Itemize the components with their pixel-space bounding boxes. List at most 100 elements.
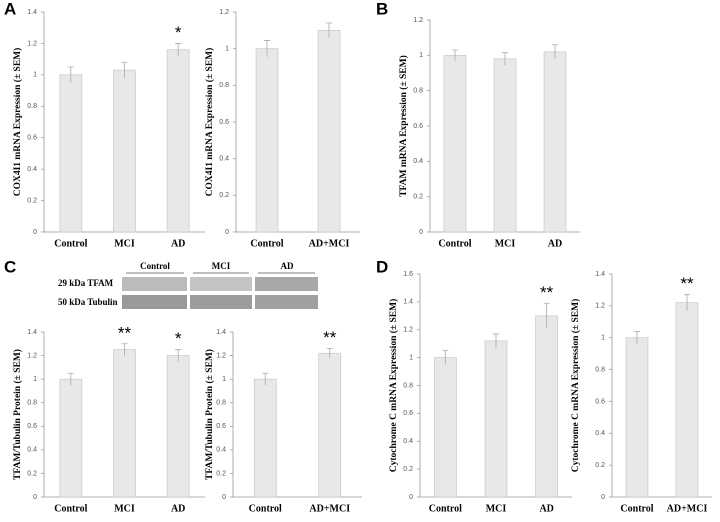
y-tick-label: 0.6: [413, 123, 423, 130]
y-tick-label: 0.2: [219, 192, 229, 199]
panel-letter: D: [376, 257, 388, 276]
bar: [255, 48, 279, 233]
significance-mark: **: [118, 323, 132, 342]
error-bar: [175, 349, 182, 362]
error-bar: [502, 52, 508, 66]
y-axis-label: TFAM/Tubulin Protein (± SEM): [12, 349, 23, 480]
blot-band: [122, 295, 187, 309]
x-tick-label: AD: [548, 238, 562, 249]
y-axis-label: Cytochrome C mRNA Expression (± SEM): [388, 299, 399, 472]
bar: [493, 58, 517, 233]
y-tick-label: 1.2: [27, 352, 37, 359]
x-tick-label: AD+MCI: [667, 503, 708, 514]
x-tick-label: AD: [171, 503, 185, 514]
error-bar: [543, 302, 550, 329]
y-tick-label: 1: [33, 376, 37, 383]
significance-mark: *: [175, 329, 182, 348]
y-tick-label: 1: [222, 376, 226, 383]
y-tick-label: 1.2: [216, 352, 226, 359]
y-tick-label: 0.4: [403, 438, 413, 445]
bar: [543, 51, 567, 233]
y-axis-label: Cytochrome C mRNA Expression (± SEM): [570, 299, 581, 472]
y-tick-label: 1: [419, 52, 423, 59]
blot-group-label: AD: [281, 261, 294, 271]
x-tick-label: AD: [171, 238, 185, 249]
y-tick-label: 0.2: [27, 197, 37, 204]
y-tick-label: 0.4: [219, 156, 229, 163]
y-tick-label: 0.2: [595, 462, 605, 469]
panel-letter: A: [4, 0, 16, 18]
y-tick-label: 1: [601, 335, 605, 342]
y-tick-label: 1.4: [216, 329, 226, 336]
y-tick-label: 0: [601, 494, 605, 501]
error-bar: [67, 372, 74, 386]
y-tick-label: 0.4: [27, 166, 37, 173]
y-tick-label: 0.4: [27, 447, 37, 454]
y-tick-label: 0.8: [413, 88, 423, 95]
bar: [317, 29, 341, 233]
bar: [166, 49, 190, 233]
panel-letter: B: [376, 0, 388, 18]
y-tick-label: 1.2: [595, 303, 605, 310]
blot-band: [255, 277, 318, 291]
bar: [625, 337, 649, 498]
y-tick-label: 1.4: [27, 329, 37, 336]
y-tick-label: 1.6: [403, 271, 413, 278]
blot-row-label: 50 kDa Tubulin: [58, 297, 118, 307]
y-tick-label: 1.2: [413, 17, 423, 24]
x-tick-label: Control: [249, 503, 282, 514]
bar: [675, 302, 699, 498]
y-tick-label: 0.8: [595, 366, 605, 373]
error-bar: [175, 43, 182, 56]
x-tick-label: Control: [250, 238, 283, 249]
y-tick-label: 1.2: [219, 9, 229, 16]
x-tick-label: AD: [539, 503, 553, 514]
y-tick-label: 0.6: [27, 135, 37, 142]
error-bar: [121, 343, 128, 356]
y-tick-label: 1.4: [595, 271, 605, 278]
y-axis-label: TFAM/Tubulin Protein (± SEM): [204, 349, 215, 480]
blot-row-label: 29 kDa TFAM: [58, 278, 114, 288]
x-tick-label: Control: [438, 238, 471, 249]
y-tick-label: 0: [222, 494, 226, 501]
y-tick-label: 0.2: [216, 470, 226, 477]
error-bar: [442, 350, 449, 365]
bar: [253, 378, 277, 498]
y-tick-label: 1.4: [403, 299, 413, 306]
bar: [166, 355, 190, 498]
significance-mark: *: [175, 23, 182, 42]
y-tick-label: 0.4: [595, 430, 605, 437]
x-tick-label: MCI: [486, 503, 507, 514]
bar: [59, 74, 83, 233]
y-tick-label: 0.6: [216, 423, 226, 430]
y-tick-label: 1.2: [403, 327, 413, 334]
y-tick-label: 0.2: [27, 470, 37, 477]
error-bar: [326, 22, 332, 38]
bar: [113, 349, 136, 498]
y-tick-label: 0: [409, 494, 413, 501]
error-bar: [326, 348, 333, 358]
error-bar: [493, 333, 499, 348]
y-tick-label: 1: [409, 354, 413, 361]
bar: [443, 54, 467, 233]
y-tick-label: 1.2: [27, 40, 37, 47]
y-tick-label: 0.8: [27, 400, 37, 407]
error-bar: [684, 294, 690, 311]
y-tick-label: 0.6: [595, 398, 605, 405]
significance-mark: **: [323, 328, 337, 347]
error-bar: [552, 44, 558, 59]
bar: [433, 357, 457, 498]
x-tick-label: AD+MCI: [309, 503, 350, 514]
blot-band: [190, 295, 252, 309]
y-tick-label: 0.8: [216, 400, 226, 407]
x-tick-label: Control: [620, 503, 653, 514]
x-tick-label: MCI: [114, 238, 135, 249]
y-axis-label: COX4I1 mRNA Expression (± SEM): [12, 48, 23, 197]
panel-letter: C: [4, 257, 16, 276]
x-tick-label: AD+MCI: [309, 238, 350, 249]
error-bar: [262, 372, 269, 386]
bar: [484, 340, 508, 498]
y-tick-label: 0.4: [216, 447, 226, 454]
y-axis-label: TFAM mRNA Expression (± SEM): [398, 55, 409, 197]
blot-group-label: Control: [140, 261, 170, 271]
